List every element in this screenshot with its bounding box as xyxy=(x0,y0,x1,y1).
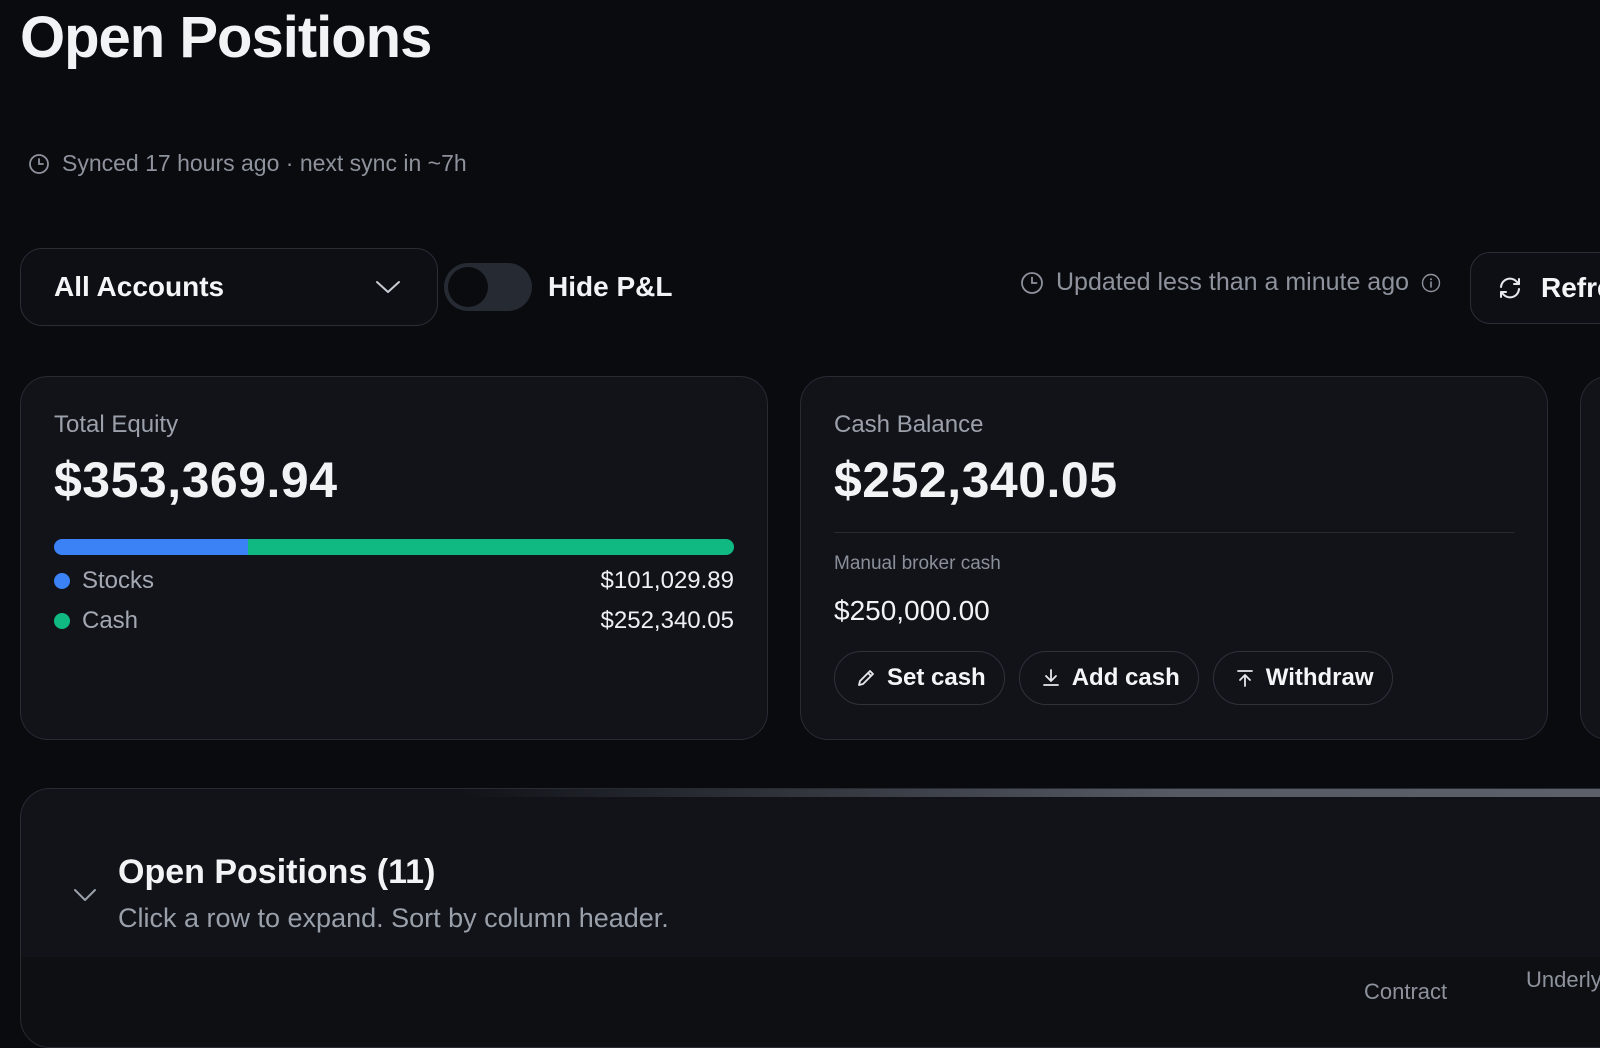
cash-value: $252,340.05 xyxy=(600,607,734,634)
cash-balance-card: Cash Balance $252,340.05 Manual broker c… xyxy=(800,376,1548,740)
withdraw-label: Withdraw xyxy=(1265,664,1374,691)
set-cash-label: Set cash xyxy=(887,664,986,691)
add-cash-button[interactable]: Add cash xyxy=(1018,651,1199,705)
allocation-bar xyxy=(54,539,734,555)
open-positions-panel: Open Positions (11) Click a row to expan… xyxy=(20,788,1600,1048)
stocks-value: $101,029.89 xyxy=(600,567,734,594)
positions-title: Open Positions (11) xyxy=(118,853,436,891)
refresh-label: Refresh xyxy=(1541,272,1600,303)
allocation-segment-cash xyxy=(248,539,734,555)
updated-status: Updated less than a minute ago xyxy=(1020,268,1441,297)
column-header-contract[interactable]: Contract xyxy=(1364,979,1448,1004)
stocks-dot xyxy=(54,573,70,589)
download-icon xyxy=(1040,667,1062,689)
legend-row-stocks: Stocks $101,029.89 xyxy=(54,567,734,595)
summary-card-partial xyxy=(1580,376,1600,740)
withdraw-button[interactable]: Withdraw xyxy=(1212,651,1393,705)
set-cash-button[interactable]: Set cash xyxy=(834,651,1005,705)
updated-text: Updated less than a minute ago xyxy=(1056,268,1410,296)
hide-pnl-label: Hide P&L xyxy=(548,271,673,302)
refresh-button[interactable]: Refresh xyxy=(1470,252,1600,324)
toggle-knob xyxy=(448,267,488,307)
total-equity-value: $353,369.94 xyxy=(54,452,338,508)
column-header-underlying[interactable]: Underlying xyxy=(1526,967,1600,992)
collapse-chevron-icon[interactable] xyxy=(73,887,97,903)
cash-balance-value: $252,340.05 xyxy=(834,452,1118,508)
upload-icon xyxy=(1234,667,1256,689)
panel-top-highlight xyxy=(459,789,1600,797)
add-cash-label: Add cash xyxy=(1071,664,1180,691)
cash-label: Cash xyxy=(82,607,139,634)
refresh-icon xyxy=(1497,275,1523,301)
divider xyxy=(834,532,1514,533)
sync-status: Synced 17 hours ago · next sync in ~7h xyxy=(28,150,467,177)
account-select-value: All Accounts xyxy=(54,271,225,302)
info-icon[interactable] xyxy=(1421,273,1441,293)
clock-icon xyxy=(28,153,50,175)
chevron-down-icon xyxy=(375,279,401,295)
hide-pnl-toggle[interactable] xyxy=(444,263,532,311)
positions-subtitle: Click a row to expand. Sort by column he… xyxy=(118,903,669,933)
legend-row-cash: Cash $252,340.05 xyxy=(54,607,734,635)
page-title: Open Positions xyxy=(20,5,432,70)
sync-text: Synced 17 hours ago · next sync in ~7h xyxy=(62,150,467,176)
account-select[interactable]: All Accounts xyxy=(20,248,438,326)
clock-icon xyxy=(1020,271,1044,295)
total-equity-label: Total Equity xyxy=(54,411,179,438)
allocation-segment-stocks xyxy=(54,539,249,555)
total-equity-card: Total Equity $353,369.94 Stocks $101,029… xyxy=(20,376,768,740)
cash-balance-label: Cash Balance xyxy=(834,411,984,438)
pencil-icon xyxy=(855,667,877,689)
cash-dot xyxy=(54,613,70,629)
manual-cash-label: Manual broker cash xyxy=(834,553,1001,574)
manual-cash-value: $250,000.00 xyxy=(834,595,990,626)
stocks-label: Stocks xyxy=(82,567,155,594)
